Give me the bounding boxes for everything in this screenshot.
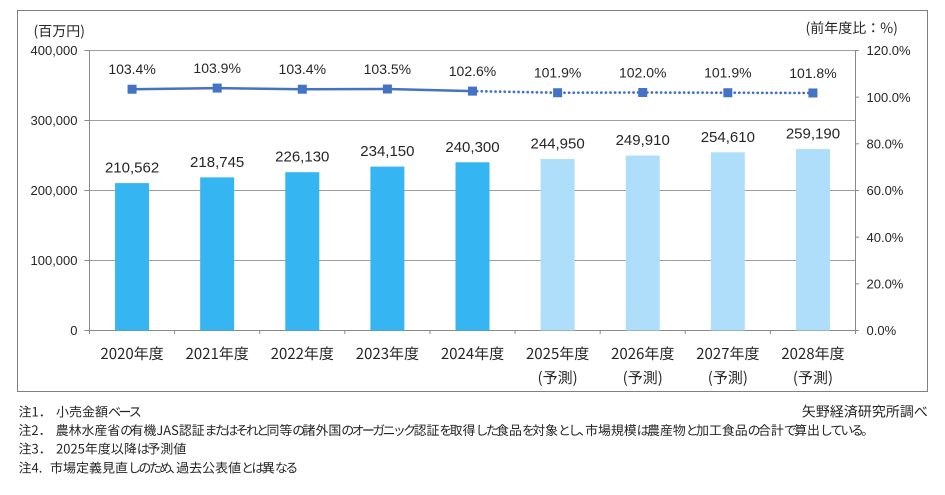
svg-text:101.8%: 101.8%	[789, 65, 836, 81]
svg-text:259,190: 259,190	[786, 126, 840, 143]
svg-text:0: 0	[70, 323, 77, 338]
svg-text:60.0%: 60.0%	[867, 183, 904, 198]
svg-text:20.0%: 20.0%	[867, 277, 904, 292]
svg-text:80.0%: 80.0%	[867, 137, 904, 152]
svg-text:240,300: 240,300	[445, 139, 499, 156]
svg-text:103.4%: 103.4%	[279, 61, 326, 77]
svg-text:210,562: 210,562	[105, 160, 159, 177]
svg-text:102.6%: 102.6%	[449, 63, 496, 79]
svg-text:234,150: 234,150	[360, 143, 414, 160]
svg-text:103.5%: 103.5%	[364, 61, 411, 77]
svg-text:218,745: 218,745	[190, 154, 244, 171]
svg-text:103.4%: 103.4%	[108, 61, 155, 77]
svg-text:101.9%: 101.9%	[534, 65, 581, 81]
svg-text:0.0%: 0.0%	[867, 323, 897, 338]
svg-text:300,000: 300,000	[31, 113, 78, 128]
svg-text:40.0%: 40.0%	[867, 230, 904, 245]
svg-text:400,000: 400,000	[31, 43, 78, 58]
svg-text:120.0%: 120.0%	[867, 43, 912, 58]
svg-text:100.0%: 100.0%	[867, 90, 912, 105]
svg-text:244,950: 244,950	[530, 136, 584, 153]
svg-text:100,000: 100,000	[31, 253, 78, 268]
svg-text:226,130: 226,130	[275, 149, 329, 166]
svg-text:101.9%: 101.9%	[704, 65, 751, 81]
svg-text:102.0%: 102.0%	[619, 65, 666, 81]
svg-text:249,910: 249,910	[616, 132, 670, 149]
svg-text:254,610: 254,610	[701, 129, 755, 146]
svg-text:103.9%: 103.9%	[193, 60, 240, 76]
svg-text:200,000: 200,000	[31, 183, 78, 198]
